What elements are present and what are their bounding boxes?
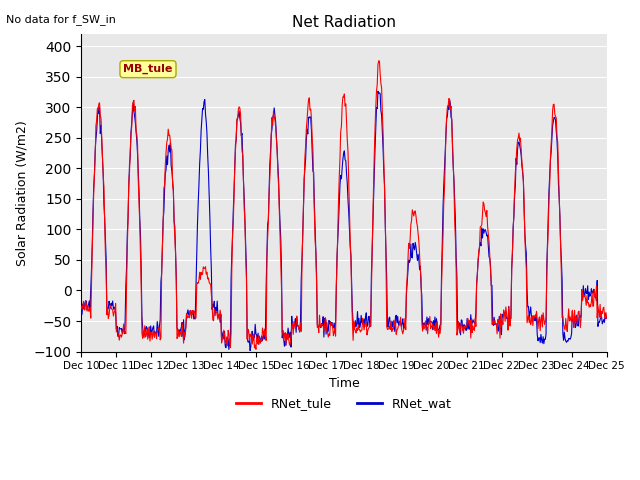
X-axis label: Time: Time [328, 377, 359, 390]
Title: Net Radiation: Net Radiation [292, 15, 396, 30]
Text: MB_tule: MB_tule [124, 64, 173, 74]
Legend: RNet_tule, RNet_wat: RNet_tule, RNet_wat [231, 392, 457, 415]
Y-axis label: Solar Radiation (W/m2): Solar Radiation (W/m2) [15, 120, 28, 265]
Text: No data for f_SW_in: No data for f_SW_in [6, 14, 116, 25]
